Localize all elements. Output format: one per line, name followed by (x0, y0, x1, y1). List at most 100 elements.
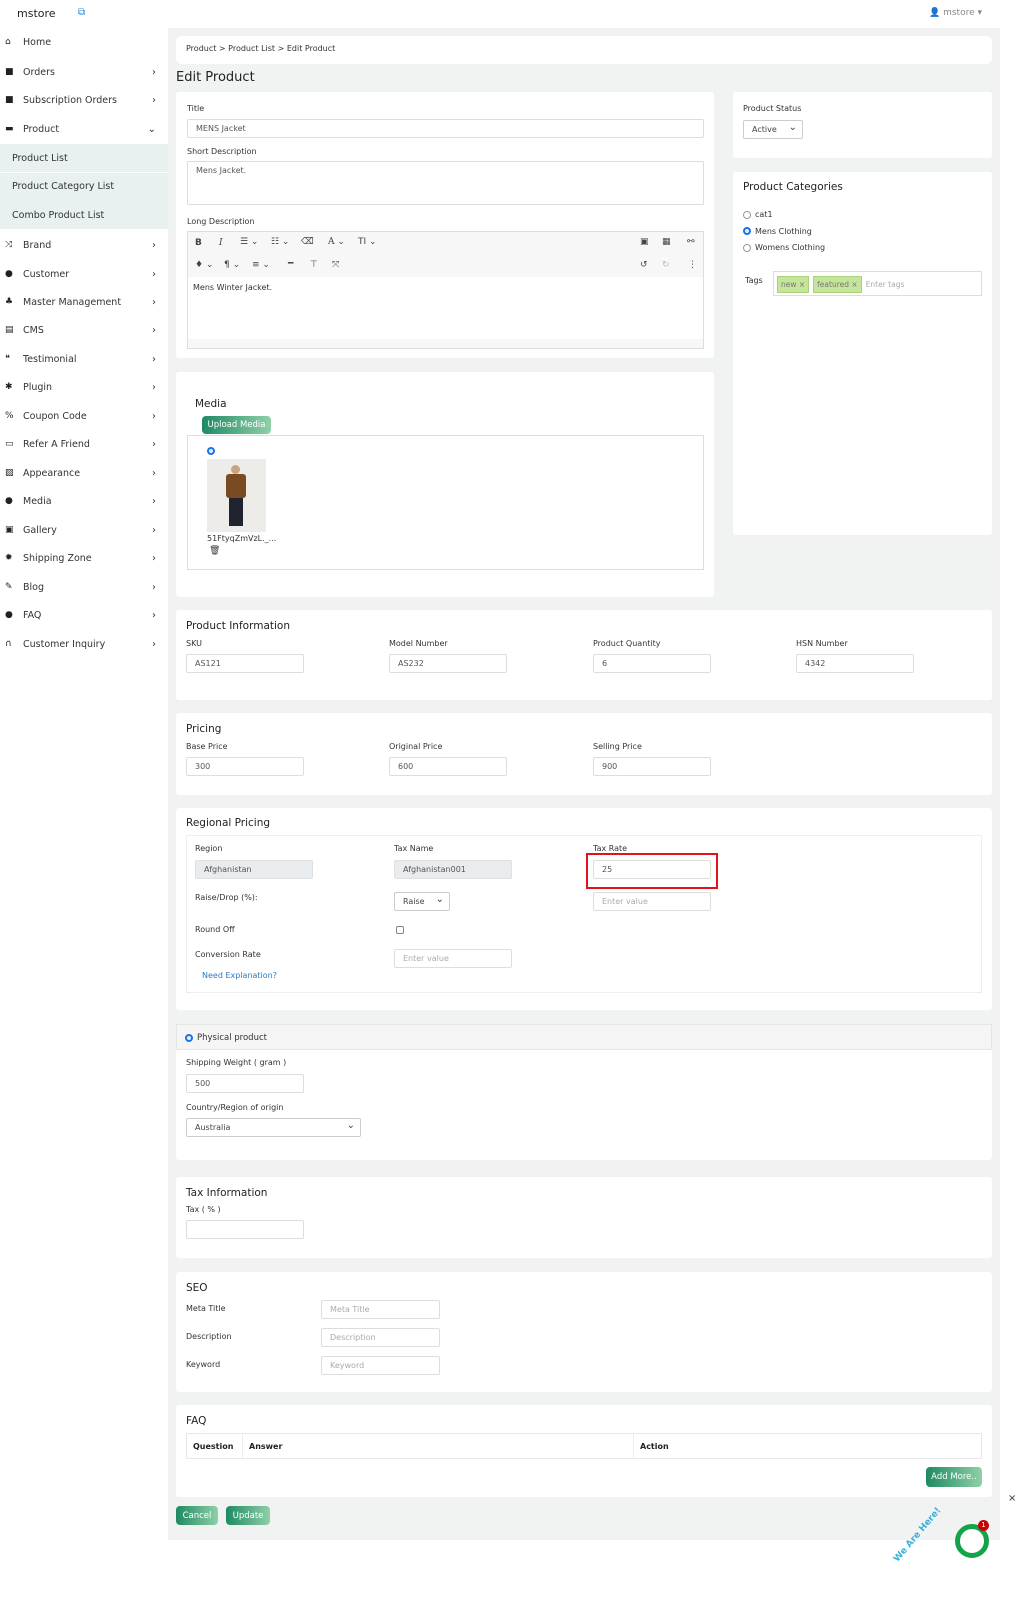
format-paint-icon[interactable]: ⊤ (310, 260, 318, 270)
link-icon[interactable]: ⚯ (687, 237, 695, 247)
sidebar-item-media[interactable]: ● Media › (0, 487, 168, 515)
sidebar-item-orders[interactable]: ■ Orders › (0, 58, 168, 86)
table-icon[interactable]: ▦ (662, 237, 671, 247)
redo-icon[interactable]: ↻ (662, 260, 670, 270)
tax-rate-input[interactable]: 25 (593, 860, 711, 879)
user-menu[interactable]: 👤 mstore ▾ (928, 8, 982, 18)
update-button[interactable]: Update (226, 1506, 270, 1525)
sidebar-item-subscription-orders[interactable]: ■ Subscription Orders › (0, 86, 168, 114)
need-explanation-link[interactable]: Need Explanation? (202, 971, 277, 980)
physical-product-radio[interactable] (185, 1033, 193, 1042)
physical-product-option[interactable]: Physical product (176, 1024, 992, 1050)
raise-drop-value-input[interactable]: Enter value (593, 892, 711, 911)
external-link-icon[interactable]: ⧉ (78, 7, 86, 18)
image-icon[interactable]: ▣ (640, 237, 649, 247)
bold-icon[interactable]: B (195, 238, 202, 248)
sidebar-item-brand[interactable]: ⤨ Brand › (0, 231, 168, 259)
bag-icon: ■ (5, 95, 14, 105)
upload-media-button[interactable]: Upload Media (202, 416, 271, 434)
category-option[interactable]: Mens Clothing (743, 227, 825, 244)
undo-icon[interactable]: ↺ (640, 260, 648, 270)
origin-select[interactable]: Australia (186, 1118, 361, 1137)
add-more-button[interactable]: Add More.. (926, 1467, 982, 1487)
chevron-right-icon: › (152, 581, 156, 593)
sidebar-item-coupon-code[interactable]: % Coupon Code › (0, 402, 168, 430)
sidebar-item-customer[interactable]: ● Customer › (0, 260, 168, 288)
seo-field-label: Description (186, 1332, 232, 1341)
sidebar-item-customer-inquiry[interactable]: ∩ Customer Inquiry › (0, 630, 168, 658)
category-radio[interactable] (743, 243, 751, 252)
tag-chip[interactable]: featured × (813, 276, 862, 293)
sidebar-item-plugin[interactable]: ✱ Plugin › (0, 373, 168, 401)
font-color-icon[interactable]: A ⌄ (328, 237, 345, 247)
sidebar-item-gallery[interactable]: ▣ Gallery › (0, 516, 168, 544)
product-image[interactable] (207, 459, 266, 532)
sidebar-item-appearance[interactable]: ▨ Appearance › (0, 459, 168, 487)
sidebar-item-shipping-zone[interactable]: ✹ Shipping Zone › (0, 544, 168, 572)
trash-icon[interactable]: 🗑 (209, 546, 221, 556)
tag-chip[interactable]: new × (777, 276, 810, 293)
sidebar-item-faq[interactable]: ● FAQ › (0, 601, 168, 629)
chat-widget-button[interactable]: 1 (955, 1520, 989, 1558)
numbered-list-icon[interactable]: ☷ ⌄ (271, 237, 290, 247)
sidebar-item-testimonial[interactable]: ❝ Testimonial › (0, 345, 168, 373)
seo-keyword-input[interactable]: Keyword (321, 1356, 440, 1375)
sidebar-item-master-management[interactable]: ♣ Master Management › (0, 288, 168, 316)
sidebar-subitem[interactable]: Product List (0, 144, 168, 172)
sidebar-item-cms[interactable]: ▤ CMS › (0, 316, 168, 344)
bullet-list-icon[interactable]: ☰ ⌄ (240, 237, 259, 247)
media-select-radio[interactable] (207, 447, 215, 455)
font-size-icon[interactable]: TI ⌄ (358, 237, 377, 247)
region-input[interactable]: Afghanistan (195, 860, 313, 879)
product-quantity-input[interactable]: 6 (593, 654, 711, 673)
eraser-icon[interactable]: ⌫ (301, 237, 314, 247)
horizontal-rule-icon[interactable]: ━ (288, 259, 294, 269)
short-description-textarea[interactable]: Mens Jacket. (187, 161, 704, 205)
round-off-label: Round Off (195, 925, 235, 934)
italic-icon[interactable]: I (219, 238, 223, 248)
more-icon[interactable]: ⋮ (688, 260, 697, 270)
tags-label: Tags (745, 276, 763, 285)
model-number-input[interactable]: AS232 (389, 654, 507, 673)
sidebar-item-product[interactable]: ▬ Product ⌄ (0, 115, 168, 143)
title-input[interactable]: MENS Jacket (187, 119, 704, 138)
category-radio[interactable] (743, 227, 751, 235)
shipping-weight-input[interactable]: 500 (186, 1074, 304, 1093)
base-price-input[interactable]: 300 (186, 757, 304, 776)
sidebar-item-blog[interactable]: ✎ Blog › (0, 573, 168, 601)
chat-close-icon[interactable]: × (1008, 1493, 1017, 1504)
editor-content[interactable]: Mens Winter Jacket. (188, 277, 703, 339)
sidebar-item-refer-a-friend[interactable]: ▭ Refer A Friend › (0, 430, 168, 458)
sidebar-subitem[interactable]: Combo Product List (0, 201, 168, 229)
tax-name-label: Tax Name (394, 844, 434, 853)
regional-pricing-title: Regional Pricing (186, 817, 271, 829)
original-price-input[interactable]: 600 (389, 757, 507, 776)
seo-description-input[interactable]: Description (321, 1328, 440, 1347)
top-bar: mstore ⧉ 👤 mstore ▾ (0, 0, 1022, 28)
tax-name-input[interactable]: Afghanistan001 (394, 860, 512, 879)
category-option[interactable]: cat1 (743, 210, 825, 227)
align-icon[interactable]: ≡ ⌄ (252, 260, 270, 270)
cancel-button[interactable]: Cancel (176, 1506, 218, 1525)
sidebar-subitem[interactable]: Product Category List (0, 172, 168, 201)
category-radio[interactable] (743, 210, 751, 219)
tax-card: Tax Information Tax ( % ) (176, 1177, 992, 1258)
fullscreen-icon[interactable]: ⤧ (332, 260, 340, 270)
selling-price-input[interactable]: 900 (593, 757, 711, 776)
seo-meta-title-input[interactable]: Meta Title (321, 1300, 440, 1319)
sidebar-item-home[interactable]: ⌂ Home (0, 28, 168, 56)
tax-input[interactable] (186, 1220, 304, 1239)
round-off-checkbox[interactable] (396, 926, 404, 934)
hsn-number-input[interactable]: 4342 (796, 654, 914, 673)
raise-drop-select[interactable]: Raise (394, 892, 450, 911)
highlight-icon[interactable]: ♦ ⌄ (195, 260, 214, 270)
conversion-rate-input[interactable]: Enter value (394, 949, 512, 968)
paragraph-icon[interactable]: ¶ ⌄ (224, 260, 241, 270)
status-select[interactable]: Active (743, 120, 803, 139)
bag-icon: ■ (5, 67, 14, 77)
sku-input[interactable]: AS121 (186, 654, 304, 673)
tags-input[interactable]: new × featured × Enter tags (773, 271, 982, 296)
category-option[interactable]: Womens Clothing (743, 243, 825, 260)
brand-name[interactable]: mstore (17, 7, 56, 20)
chevron-right-icon: › (152, 324, 156, 336)
